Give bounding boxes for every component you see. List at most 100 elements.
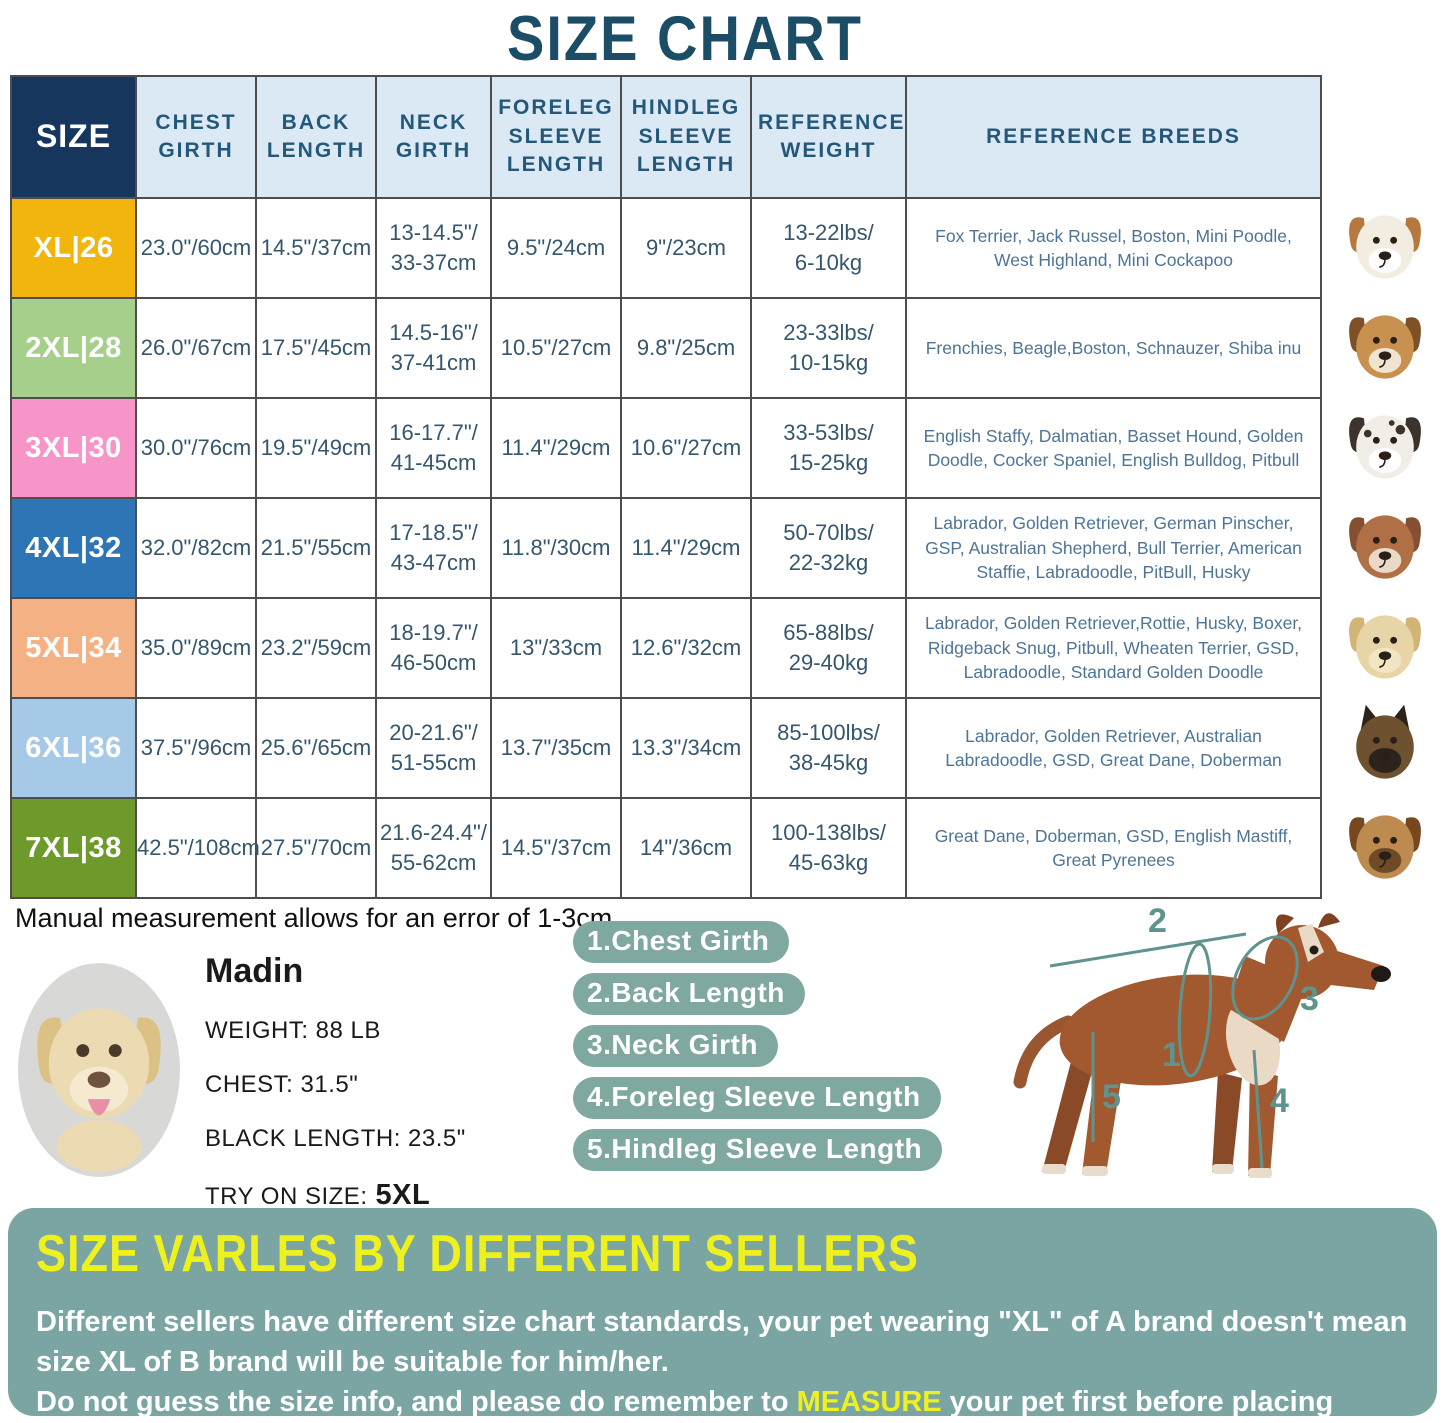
foreleg-sleeve-value: 13.7"/35cm	[490, 697, 622, 799]
legend-foreleg-sleeve-length: 4.Foreleg Sleeve Length	[573, 1077, 941, 1119]
legend-back-length: 2.Back Length	[573, 973, 805, 1015]
chest-girth-value: 26.0"/67cm	[135, 297, 257, 399]
neck-girth-value: 14.5-16"/ 37-41cm	[375, 297, 492, 399]
weight-value: 33-53lbs/ 15-25kg	[750, 397, 907, 499]
size-table: SIZE CHEST GIRTH BACK LENGTH NECK GIRTH FORE…	[10, 75, 1322, 899]
neck-girth-value: 13-14.5"/ 33-37cm	[375, 197, 492, 299]
weight-value: 50-70lbs/ 22-32kg	[750, 497, 907, 599]
back-length-value: 25.6"/65cm	[255, 697, 377, 799]
back-length-line	[1049, 932, 1247, 968]
model-dog-chest: CHEST: 31.5"	[205, 1071, 359, 1098]
back-length-value: 14.5"/37cm	[255, 197, 377, 299]
weight-value: 100-138lbs/ 45-63kg	[750, 797, 907, 899]
table-row-4xl-32: 4XL|32 32.0"/82cm 21.5"/55cm 17-18.5"/ 43-4…	[10, 497, 1322, 599]
seller-warning-banner: SIZE VARLES BY DIFFERENT SELLERS Differe…	[8, 1208, 1437, 1418]
diagram-label-5: 5	[1102, 1078, 1121, 1116]
legend-neck-girth: 3.Neck Girth	[573, 1025, 778, 1067]
labrador-photo	[1327, 597, 1442, 697]
reference-breeds-value: Great Dane, Doberman, GSD, English Masti…	[905, 797, 1322, 899]
size-label: 6XL|36	[10, 697, 137, 799]
model-dog-name: Madin	[205, 952, 304, 990]
try-on-size: 5XL	[375, 1179, 431, 1211]
legend-chest-girth: 1.Chest Girth	[573, 921, 790, 963]
diagram-label-2: 2	[1148, 902, 1167, 940]
amstaff-photo	[1327, 497, 1442, 597]
column-header-hindleg-sleeve-length: HINDLEG SLEEVE LENGTH	[620, 75, 752, 199]
german-shepherd-photo	[1327, 697, 1442, 797]
back-length-value: 23.2"/59cm	[255, 597, 377, 699]
size-label: 4XL|32	[10, 497, 137, 599]
column-header-reference-weight: REFERENCE WEIGHT	[750, 75, 907, 199]
hindleg-sleeve-value: 11.4"/29cm	[620, 497, 752, 599]
measurement-legend: 1.Chest Girth 2.Back Length 3.Neck Girth…	[573, 921, 943, 1181]
table-row-3xl-30: 3XL|30 30.0"/76cm 19.5"/49cm 16-17.7"/ 41-4…	[10, 397, 1322, 499]
neck-girth-loop	[1231, 935, 1299, 1021]
reference-breeds-value: Frenchies, Beagle,Boston, Schnauzer, Shi…	[905, 297, 1322, 399]
jack-russell-photo	[1327, 197, 1442, 297]
neck-girth-value: 20-21.6"/ 51-55cm	[375, 697, 492, 799]
hindleg-sleeve-value: 10.6"/27cm	[620, 397, 752, 499]
neck-girth-value: 21.6-24.4"/ 55-62cm	[375, 797, 492, 899]
column-header-back-length: BACK LENGTH	[255, 75, 377, 199]
neck-girth-value: 18-19.7"/ 46-50cm	[375, 597, 492, 699]
great-dane-photo	[1327, 797, 1442, 897]
hindleg-sleeve-value: 14"/36cm	[620, 797, 752, 899]
legend-hindleg-sleeve-length: 5.Hindleg Sleeve Length	[573, 1129, 943, 1171]
column-header-chest-girth: CHEST GIRTH	[135, 75, 257, 199]
banner-paragraph-2: Do not guess the size info, and please d…	[36, 1382, 1409, 1423]
model-dog-info: Madin WEIGHT: 88 LB CHEST: 31.5" BLACK L…	[205, 952, 505, 1238]
measurement-note: Manual measurement allows for an error o…	[15, 903, 613, 933]
column-header-size: SIZE	[10, 75, 137, 199]
chest-girth-value: 35.0"/89cm	[135, 597, 257, 699]
reference-breeds-value: Fox Terrier, Jack Russel, Boston, Mini P…	[905, 197, 1322, 299]
foreleg-sleeve-value: 14.5"/37cm	[490, 797, 622, 899]
table-row-7xl-38: 7XL|38 42.5"/108cm 27.5"/70cm 21.6-24.4"/ 5…	[10, 797, 1322, 899]
reference-breeds-value: Labrador, Golden Retriever, German Pinsc…	[905, 497, 1322, 599]
measure-highlight: MEASURE	[796, 1386, 942, 1419]
table-body: XL|26 23.0"/60cm 14.5"/37cm 13-14.5"/ 33-37…	[10, 197, 1322, 899]
size-label: 2XL|28	[10, 297, 137, 399]
back-length-value: 27.5"/70cm	[255, 797, 377, 899]
model-dog-photo	[18, 958, 180, 1187]
neck-girth-value: 17-18.5"/ 43-47cm	[375, 497, 492, 599]
beagle-photo	[1327, 297, 1442, 397]
table-row-2xl-28: 2XL|28 26.0"/67cm 17.5"/45cm 14.5-16"/ 37-4…	[10, 297, 1322, 399]
neck-girth-value: 16-17.7"/ 41-45cm	[375, 397, 492, 499]
model-dog-try-on: TRY ON SIZE: 5XL	[205, 1179, 505, 1212]
weight-value: 23-33lbs/ 10-15kg	[750, 297, 907, 399]
chest-girth-value: 42.5"/108cm	[135, 797, 260, 899]
diagram-label-3: 3	[1300, 980, 1319, 1018]
table-row-xl-26: XL|26 23.0"/60cm 14.5"/37cm 13-14.5"/ 33-37…	[10, 197, 1322, 299]
reference-breeds-value: Labrador, Golden Retriever, Australian L…	[905, 697, 1322, 799]
try-on-label: TRY ON SIZE:	[205, 1183, 368, 1210]
table-row-6xl-36: 6XL|36 37.5"/96cm 25.6"/65cm 20-21.6"/ 51-5…	[10, 697, 1322, 799]
diagram-label-4: 4	[1270, 1082, 1289, 1120]
dalmatian-photo	[1327, 397, 1442, 497]
banner-line2-pre: Do not guess the size info, and please d…	[36, 1386, 797, 1419]
foreleg-sleeve-value: 11.8"/30cm	[490, 497, 622, 599]
table-row-5xl-34: 5XL|34 35.0"/89cm 23.2"/59cm 18-19.7"/ 46-5…	[10, 597, 1322, 699]
foreleg-sleeve-value: 9.5"/24cm	[490, 197, 622, 299]
diagram-label-1: 1	[1162, 1036, 1181, 1074]
size-label: 3XL|30	[10, 397, 137, 499]
model-dog-weight: WEIGHT: 88 LB	[205, 1017, 381, 1044]
banner-paragraph-1: Different sellers have different size ch…	[36, 1306, 1408, 1379]
size-label: 5XL|34	[10, 597, 137, 699]
foreleg-sleeve-value: 11.4"/29cm	[490, 397, 622, 499]
hindleg-sleeve-value: 9.8"/25cm	[620, 297, 752, 399]
chest-girth-value: 32.0"/82cm	[135, 497, 257, 599]
weight-value: 85-100lbs/ 38-45kg	[750, 697, 907, 799]
size-label: 7XL|38	[10, 797, 137, 899]
chest-girth-value: 37.5"/96cm	[135, 697, 257, 799]
chest-girth-loop	[1177, 942, 1213, 1078]
column-header-reference-breeds: REFERENCE BREEDS	[905, 75, 1322, 199]
chest-girth-value: 23.0"/60cm	[135, 197, 257, 299]
size-label: XL|26	[10, 197, 137, 299]
weight-value: 13-22lbs/ 6-10kg	[750, 197, 907, 299]
foreleg-sleeve-value: 13"/33cm	[490, 597, 622, 699]
hindleg-sleeve-value: 13.3"/34cm	[620, 697, 752, 799]
weight-value: 65-88lbs/ 29-40kg	[750, 597, 907, 699]
chest-girth-value: 30.0"/76cm	[135, 397, 257, 499]
foreleg-length-line	[1252, 1049, 1264, 1169]
